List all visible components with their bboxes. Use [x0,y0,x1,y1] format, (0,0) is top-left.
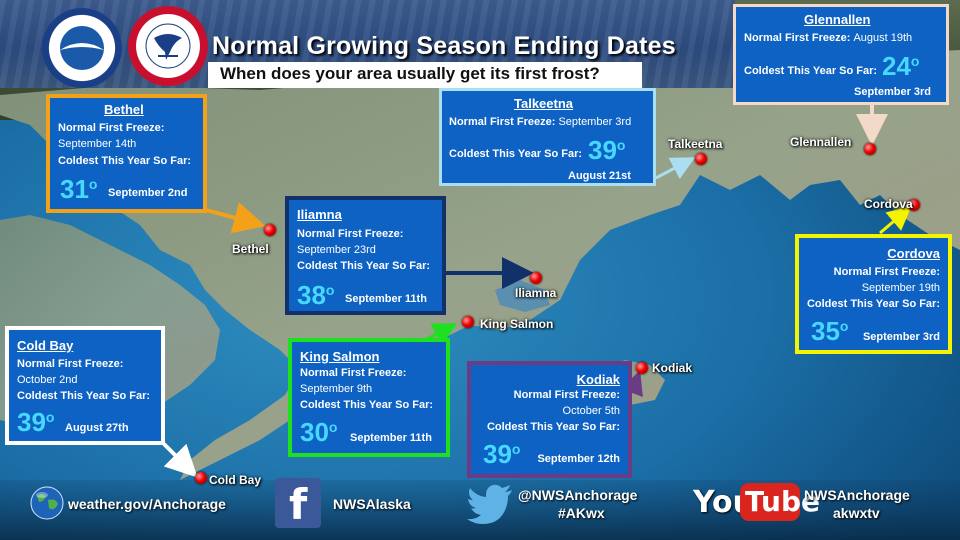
bethel-arrow [205,202,266,234]
bethel-marker [264,224,276,236]
youtube-channel-name[interactable]: NWSAnchorage [804,487,910,503]
kodiak-coldest-label: Coldest This Year So Far: [486,421,620,433]
kodiak-marker [636,362,648,374]
iliamna-info-box: Iliamna Normal First Freeze: September 2… [285,196,446,315]
globe-icon [30,486,64,520]
iliamna-map-label: Iliamna [515,286,557,300]
cold-bay-marker [195,472,207,484]
bethel-normal-label: Normal First Freeze: [58,122,165,134]
page-subtitle: When does your area usually get its firs… [220,64,600,83]
king-salmon-normal-value: September 9th [300,383,373,395]
twitter-bird-icon[interactable] [466,482,516,526]
iliamna-marker [530,272,542,284]
cold-bay-coldest-date: August 27th [65,422,129,434]
cold-bay-normal-label: Normal First Freeze: [17,358,124,370]
glennallen-coldest-label: Coldest This Year So Far: [744,65,878,77]
cold-bay-arrow [162,442,198,478]
cordova-coldest-date: September 3rd [862,331,940,343]
nws-tornado-icon [145,23,191,69]
king-salmon-title: King Salmon [300,349,380,364]
king-salmon-coldest-value: 30o [300,417,338,447]
twitter-hashtag[interactable]: #AKwx [558,505,605,521]
iliamna-normal-label: Normal First Freeze: [297,228,404,240]
iliamna-coldest-date: September 11th [345,293,427,305]
talkeetna-coldest-date: August 21st [568,170,631,182]
cordova-title: Cordova [887,246,940,261]
cordova-arrow [879,206,912,235]
cordova-marker [908,199,920,211]
king-salmon-coldest-label: Coldest This Year So Far: [300,399,434,411]
kodiak-title: Kodiak [576,372,620,387]
king-salmon-arrow [424,323,458,345]
glennallen-coldest-date: September 3rd [854,86,932,98]
talkeetna-coldest-label: Coldest This Year So Far: [449,148,583,160]
kodiak-arrow [620,370,643,398]
kodiak-normal-label: Normal First Freeze: [513,389,620,401]
facebook-icon[interactable]: f [275,478,321,529]
cordova-normal-value: September 19th [861,282,940,294]
talkeetna-title: Talkeetna [514,96,574,111]
iliamna-title: Iliamna [297,207,342,222]
cold-bay-coldest-label: Coldest This Year So Far: [17,390,151,402]
king-salmon-info-box: King Salmon Normal First Freeze: Septemb… [288,338,450,457]
king-salmon-marker [462,316,474,328]
cordova-coldest-value: 35o [811,316,849,346]
glennallen-info-box: Glennallen Normal First Freeze: August 1… [733,4,949,105]
kodiak-map-label: Kodiak [652,361,693,375]
bethel-title: Bethel [104,102,144,117]
bethel-coldest-label: Coldest This Year So Far: [58,155,192,167]
cold-bay-map-label: Cold Bay [209,473,262,487]
glennallen-coldest-value: 24o [882,51,920,81]
bethel-coldest-date: September 2nd [108,187,188,199]
king-salmon-map-label: King Salmon [480,317,554,331]
bethel-info-box: Bethel Normal First Freeze: September 14… [46,94,207,213]
twitter-handle[interactable]: @NWSAnchorage [518,487,638,503]
website-link[interactable]: weather.gov/Anchorage [68,496,226,512]
cold-bay-normal-value: October 2nd [17,374,78,386]
subtitle-background [208,62,642,88]
kodiak-coldest-date: September 12th [537,453,620,465]
king-salmon-normal-label: Normal First Freeze: [300,367,407,379]
talkeetna-arrow [655,157,696,180]
youtube-channel-id[interactable]: akwxtv [833,505,880,521]
king-salmon-coldest-date: September 11th [350,432,432,444]
bethel-map-label: Bethel [232,242,269,256]
talkeetna-coldest-value: 39o [588,135,626,165]
iliamna-coldest-label: Coldest This Year So Far: [297,260,431,272]
bethel-normal-value: September 14th [58,138,137,150]
noaa-logo [42,8,122,88]
youtube-icon[interactable]: Tube [740,483,820,521]
facebook-handle[interactable]: NWSAlaska [333,496,411,512]
glennallen-title: Glennallen [804,12,871,27]
kodiak-normal-value: October 5th [562,405,620,417]
cold-bay-coldest-value: 39o [17,407,55,437]
iliamna-normal-value: September 23rd [297,244,376,256]
cold-bay-title: Cold Bay [17,338,74,353]
cold-bay-info-box: Cold Bay Normal First Freeze: October 2n… [5,326,165,445]
kodiak-coldest-value: 39o [483,439,521,469]
talkeetna-normal-label: Normal First Freeze: September 3rd [449,116,632,128]
iliamna-coldest-value: 38o [297,280,335,310]
talkeetna-map-label: Talkeetna [668,137,723,151]
noaa-gull-icon [60,26,104,70]
talkeetna-marker [695,153,707,165]
kodiak-info-box: Kodiak Normal First Freeze: October 5th … [467,361,632,478]
cordova-normal-label: Normal First Freeze: [833,266,940,278]
cordova-info-box: Cordova Normal First Freeze: September 1… [795,234,952,354]
bethel-coldest-value: 31o [60,174,98,204]
nws-logo [128,6,208,86]
talkeetna-info-box: Talkeetna Normal First Freeze: September… [439,88,656,186]
glennallen-normal-label: Normal First Freeze: August 19th [744,32,913,44]
glennallen-marker [864,143,876,155]
glennallen-map-label: Glennallen [790,135,852,149]
cordova-map-label: Cordova [864,197,913,211]
page-title: Normal Growing Season Ending Dates [212,32,676,60]
cordova-coldest-label: Coldest This Year So Far: [806,298,940,310]
